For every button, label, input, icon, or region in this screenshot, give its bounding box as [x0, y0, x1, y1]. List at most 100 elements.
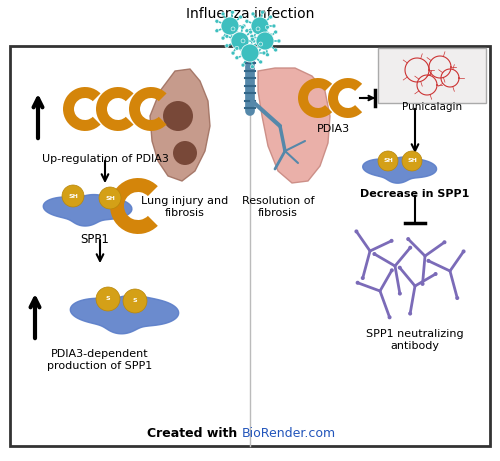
Circle shape [277, 39, 281, 43]
Wedge shape [298, 78, 332, 118]
Circle shape [268, 15, 272, 19]
Circle shape [230, 10, 234, 14]
Circle shape [260, 10, 264, 14]
Circle shape [434, 272, 438, 276]
Circle shape [258, 60, 262, 64]
Circle shape [266, 25, 270, 29]
Circle shape [215, 19, 219, 23]
Circle shape [123, 289, 147, 313]
Circle shape [420, 282, 424, 286]
Circle shape [62, 185, 84, 207]
Circle shape [256, 51, 260, 55]
Text: SPP1: SPP1 [80, 233, 110, 246]
Circle shape [462, 249, 466, 254]
Circle shape [238, 33, 242, 37]
Circle shape [272, 24, 276, 28]
Circle shape [235, 56, 239, 60]
FancyBboxPatch shape [10, 46, 490, 446]
Text: BioRender.com: BioRender.com [242, 426, 336, 439]
Circle shape [225, 44, 229, 48]
Circle shape [372, 252, 376, 256]
Circle shape [398, 266, 402, 270]
Polygon shape [258, 68, 330, 183]
Circle shape [274, 30, 278, 34]
Text: Up-regulation of PDIA3: Up-regulation of PDIA3 [42, 154, 168, 164]
Circle shape [240, 25, 244, 29]
Wedge shape [96, 87, 134, 131]
Circle shape [241, 39, 245, 43]
Circle shape [235, 46, 239, 50]
Circle shape [163, 101, 193, 131]
Circle shape [250, 44, 254, 48]
Circle shape [173, 141, 197, 165]
Circle shape [426, 259, 430, 263]
Circle shape [231, 51, 235, 55]
Polygon shape [362, 157, 436, 183]
Circle shape [230, 38, 234, 41]
Circle shape [262, 51, 266, 55]
Circle shape [266, 53, 270, 57]
Circle shape [390, 239, 394, 243]
Circle shape [455, 296, 459, 300]
Circle shape [408, 246, 412, 250]
Wedge shape [110, 178, 158, 234]
Circle shape [225, 34, 229, 38]
Circle shape [231, 32, 249, 50]
Wedge shape [63, 87, 100, 131]
Text: PDIA3: PDIA3 [316, 124, 350, 134]
Text: SH: SH [105, 195, 115, 201]
Text: Influenza infection: Influenza infection [186, 7, 314, 21]
Circle shape [241, 63, 245, 67]
FancyBboxPatch shape [378, 48, 486, 103]
Circle shape [256, 27, 260, 31]
Circle shape [402, 151, 422, 171]
Circle shape [398, 291, 402, 296]
Circle shape [406, 237, 410, 241]
Circle shape [96, 287, 120, 311]
Circle shape [251, 17, 269, 35]
Circle shape [250, 34, 254, 38]
Circle shape [268, 33, 272, 37]
Circle shape [251, 36, 255, 40]
Circle shape [221, 36, 225, 40]
Polygon shape [150, 69, 210, 181]
Circle shape [250, 37, 254, 41]
Circle shape [252, 39, 256, 43]
Circle shape [442, 240, 446, 244]
Text: SPP1 neutralizing
antibody: SPP1 neutralizing antibody [366, 329, 464, 351]
Circle shape [354, 230, 358, 233]
Wedge shape [129, 87, 166, 131]
Circle shape [256, 32, 274, 50]
Circle shape [248, 30, 252, 34]
Circle shape [221, 12, 225, 16]
Text: SH: SH [68, 194, 78, 199]
Circle shape [241, 44, 259, 62]
Text: Created with: Created with [148, 426, 242, 439]
Circle shape [356, 281, 360, 285]
Text: Resolution of
fibrosis: Resolution of fibrosis [242, 196, 314, 218]
Text: SH: SH [383, 159, 393, 164]
Text: Punicalagin: Punicalagin [402, 102, 462, 112]
Circle shape [231, 27, 235, 31]
Circle shape [388, 315, 392, 319]
Circle shape [240, 53, 244, 57]
Circle shape [238, 15, 242, 19]
Text: S: S [106, 296, 110, 301]
Text: PDIA3-dependent
production of SPP1: PDIA3-dependent production of SPP1 [48, 349, 152, 371]
Circle shape [408, 312, 412, 316]
Polygon shape [43, 195, 132, 226]
Text: Lung injury and
fibrosis: Lung injury and fibrosis [142, 196, 229, 218]
Circle shape [245, 19, 249, 23]
Circle shape [242, 24, 246, 28]
Circle shape [99, 187, 121, 209]
Text: Decrease in SPP1: Decrease in SPP1 [360, 189, 470, 199]
Circle shape [251, 12, 255, 16]
Circle shape [361, 276, 365, 280]
Circle shape [390, 268, 394, 272]
Circle shape [245, 29, 249, 33]
Circle shape [258, 42, 262, 46]
Wedge shape [328, 78, 362, 118]
Polygon shape [70, 296, 178, 334]
Circle shape [260, 38, 264, 41]
Text: S: S [132, 299, 138, 303]
